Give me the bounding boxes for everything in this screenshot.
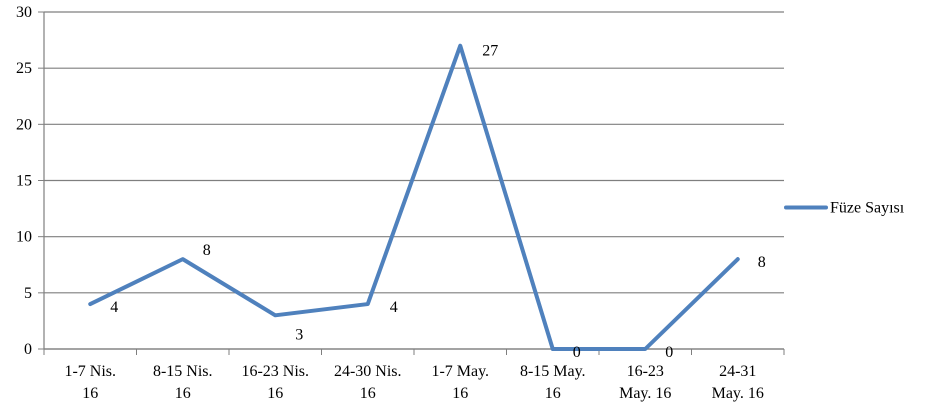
data-label-5: 0: [573, 344, 581, 361]
x-tick-label-4: 1-7 May. 16: [431, 363, 489, 402]
x-tick-label-3: 24-30 Nis. 16: [334, 363, 402, 402]
y-tick-label-0: 0: [24, 341, 32, 358]
y-tick-label-10: 10: [16, 229, 32, 246]
x-tick-label-line-0-0: 1-7 Nis.: [64, 363, 116, 380]
y-tick-label-5: 5: [24, 285, 32, 302]
x-tick-label-1: 8-15 Nis. 16: [153, 363, 213, 402]
y-tick-label-20: 20: [16, 116, 32, 133]
grid: [44, 11, 784, 350]
x-tick-label-line-6-0: 16-23: [627, 363, 664, 380]
data-label-3: 4: [390, 299, 398, 316]
x-tick-label-line-3-1: 16: [360, 385, 376, 402]
x-tick-label-line-1-1: 16: [175, 385, 191, 402]
x-tick-label-line-1-0: 8-15 Nis.: [153, 363, 213, 380]
data-label-7: 8: [758, 254, 766, 271]
x-tick-label-7: 24-31 May. 16: [712, 363, 764, 402]
x-tick-label-0: 1-7 Nis. 16: [64, 363, 116, 402]
data-label-0: 4: [110, 299, 118, 316]
x-tick-label-5: 8-15 May. 16: [520, 363, 586, 402]
x-tick-label-line-5-0: 8-15 May.: [520, 363, 586, 380]
x-tick-label-line-7-1: May. 16: [712, 385, 764, 402]
x-tick-label-line-6-1: May. 16: [619, 385, 671, 402]
x-tick-label-line-4-0: 1-7 May.: [431, 363, 489, 380]
x-tick-label-line-0-1: 16: [82, 385, 98, 402]
x-tick-label-line-2-0: 16-23 Nis.: [241, 363, 309, 380]
x-tick-label-line-2-1: 16: [267, 385, 283, 402]
data-labels: 4 8 3 4 27 0 0 8: [110, 43, 766, 361]
series: [88, 43, 740, 351]
x-tick-label-line-4-1: 16: [452, 385, 468, 402]
series-line: [88, 43, 740, 351]
legend: Füze Sayısı: [784, 199, 905, 216]
x-tick-label-line-5-1: 16: [545, 385, 561, 402]
data-label-4: 27: [482, 43, 498, 60]
x-tick-label-2: 16-23 Nis. 16: [241, 363, 309, 402]
legend-label: Füze Sayısı: [830, 199, 905, 216]
data-label-1: 8: [203, 242, 211, 259]
y-tick-label-25: 25: [16, 60, 32, 77]
data-label-6: 0: [665, 344, 673, 361]
x-tick-label-line-3-0: 24-30 Nis.: [334, 363, 402, 380]
x-tick-label-6: 16-23 May. 16: [619, 363, 671, 402]
y-tick-label-15: 15: [16, 173, 32, 190]
data-label-2: 3: [295, 326, 303, 343]
y-tick-label-30: 30: [16, 4, 32, 21]
x-tick-label-line-7-0: 24-31: [719, 363, 756, 380]
